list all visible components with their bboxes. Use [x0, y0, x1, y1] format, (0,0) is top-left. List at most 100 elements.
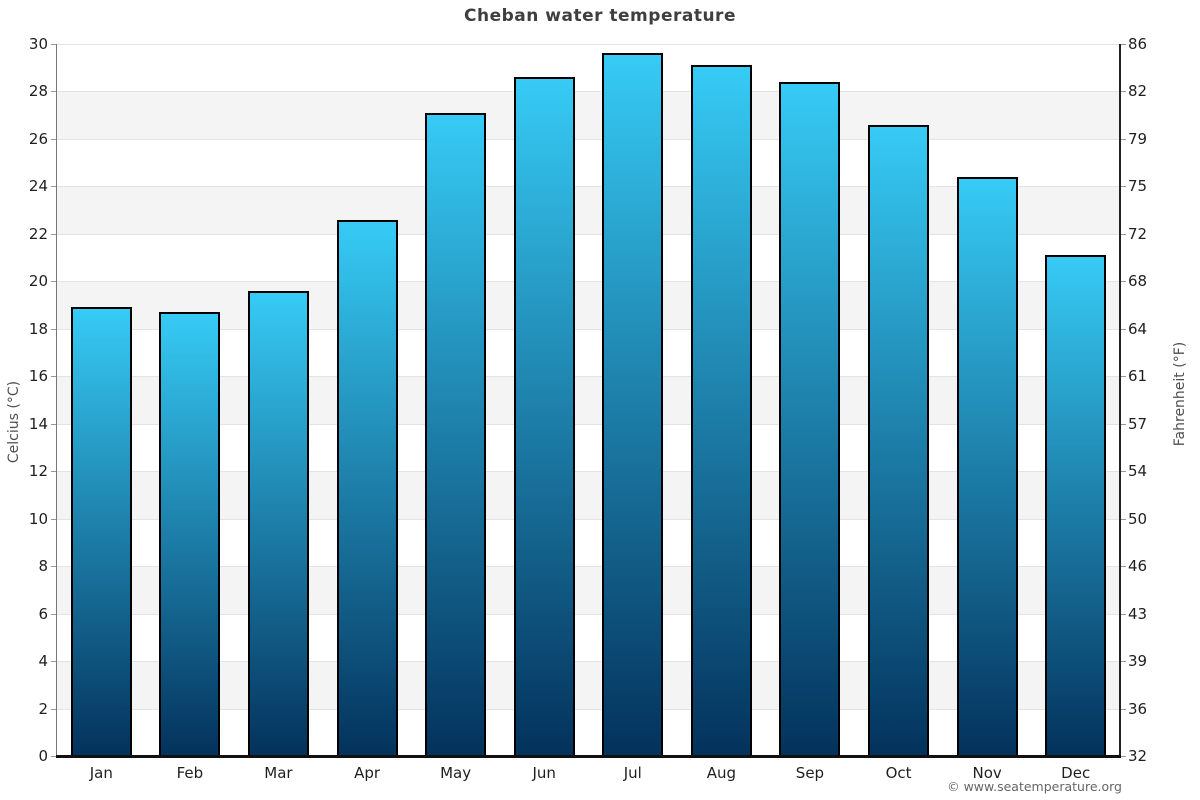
tick-mark — [51, 376, 56, 378]
fahrenheit-tick-label: 82 — [1128, 82, 1148, 101]
tick-mark — [51, 423, 56, 425]
gridline — [57, 186, 1120, 188]
tick-mark — [1121, 328, 1126, 330]
tick-mark — [51, 186, 56, 188]
fahrenheit-tick-label: 72 — [1128, 224, 1148, 243]
tick-mark — [1121, 91, 1126, 93]
gridline — [57, 376, 1120, 378]
month-label-jul: Jul — [623, 764, 642, 782]
tick-mark — [1121, 186, 1126, 188]
celsius-tick-label: 2 — [38, 699, 48, 718]
bar-jan — [70, 307, 132, 756]
celsius-tick-label: 10 — [28, 509, 48, 528]
tick-mark — [1121, 44, 1126, 45]
tick-mark — [51, 91, 56, 93]
chart-title: Cheban water temperature — [464, 6, 736, 26]
bar-dec — [1045, 255, 1107, 756]
month-label-feb: Feb — [176, 764, 204, 782]
month-label-aug: Aug — [706, 764, 737, 782]
gridline — [57, 233, 1120, 235]
fahrenheit-axis-title: Fahrenheit (°F) — [1172, 341, 1188, 447]
fahrenheit-tick-label: 61 — [1128, 367, 1148, 386]
tick-mark — [1121, 613, 1126, 615]
month-label-nov: Nov — [972, 764, 1002, 782]
bar-may — [425, 112, 487, 756]
copyright-text: © www.seatemperature.org — [947, 779, 1122, 794]
gridline — [57, 566, 1120, 568]
celsius-tick-label: 28 — [28, 82, 48, 101]
tick-mark — [51, 518, 56, 520]
tick-mark — [1121, 566, 1126, 568]
tick-mark — [51, 566, 56, 568]
tick-mark — [51, 756, 56, 757]
grid-band — [57, 471, 1120, 519]
tick-mark — [51, 233, 56, 235]
grid-band — [57, 661, 1120, 709]
bar-oct — [868, 124, 930, 756]
month-label-may: May — [440, 764, 472, 782]
month-label-jan: Jan — [89, 764, 113, 782]
grid-band — [57, 91, 1120, 139]
grid-band — [57, 376, 1120, 424]
tick-mark — [51, 138, 56, 140]
gridline — [57, 91, 1120, 93]
tick-mark — [51, 44, 56, 45]
celsius-tick-label: 4 — [38, 652, 48, 671]
grid-band — [57, 281, 1120, 329]
celsius-tick-label: 8 — [38, 557, 48, 576]
gridline — [57, 328, 1120, 330]
tick-mark — [1121, 471, 1126, 473]
tick-mark — [51, 708, 56, 710]
left-axis-line — [56, 44, 57, 756]
month-label-jun: Jun — [532, 764, 556, 782]
bar-sep — [779, 81, 841, 756]
gridline — [57, 613, 1120, 615]
gridline — [57, 281, 1120, 283]
celsius-tick-label: 20 — [28, 272, 48, 291]
bar-jun — [513, 77, 575, 756]
celsius-tick-label: 12 — [28, 462, 48, 481]
tick-mark — [1121, 281, 1126, 283]
fahrenheit-tick-label: 32 — [1128, 747, 1148, 765]
bar-mar — [247, 290, 309, 756]
tick-mark — [51, 661, 56, 663]
fahrenheit-tick-label: 64 — [1128, 319, 1148, 338]
month-label-oct: Oct — [885, 764, 912, 782]
tick-mark — [1121, 376, 1126, 378]
fahrenheit-tick-label: 43 — [1128, 604, 1148, 623]
celsius-tick-label: 24 — [28, 177, 48, 196]
gridline — [57, 708, 1120, 710]
bar-aug — [690, 65, 752, 756]
bottom-axis-line — [56, 755, 1121, 758]
fahrenheit-tick-label: 75 — [1128, 177, 1148, 196]
tick-mark — [1121, 138, 1126, 140]
plot-area — [57, 44, 1120, 756]
gridline — [57, 138, 1120, 140]
month-label-apr: Apr — [354, 764, 381, 782]
bar-feb — [159, 312, 221, 756]
celsius-tick-label: 6 — [38, 604, 48, 623]
right-axis-line — [1119, 44, 1121, 756]
fahrenheit-tick-label: 79 — [1128, 129, 1148, 148]
month-label-mar: Mar — [264, 764, 293, 782]
tick-mark — [51, 281, 56, 283]
fahrenheit-tick-label: 57 — [1128, 414, 1148, 433]
celsius-tick-label: 14 — [28, 414, 48, 433]
month-label-sep: Sep — [795, 764, 825, 782]
fahrenheit-tick-label: 86 — [1128, 35, 1148, 53]
celsius-tick-label: 26 — [28, 129, 48, 148]
celsius-tick-label: 30 — [28, 35, 48, 53]
tick-mark — [1121, 661, 1126, 663]
gridline — [57, 44, 1120, 45]
celsius-tick-label: 18 — [28, 319, 48, 338]
grid-band — [57, 566, 1120, 614]
fahrenheit-tick-label: 54 — [1128, 462, 1148, 481]
fahrenheit-tick-label: 36 — [1128, 699, 1148, 718]
tick-mark — [1121, 708, 1126, 710]
bar-jul — [602, 53, 664, 756]
fahrenheit-tick-label: 39 — [1128, 652, 1148, 671]
tick-mark — [51, 613, 56, 615]
gridline — [57, 471, 1120, 473]
tick-mark — [1121, 518, 1126, 520]
